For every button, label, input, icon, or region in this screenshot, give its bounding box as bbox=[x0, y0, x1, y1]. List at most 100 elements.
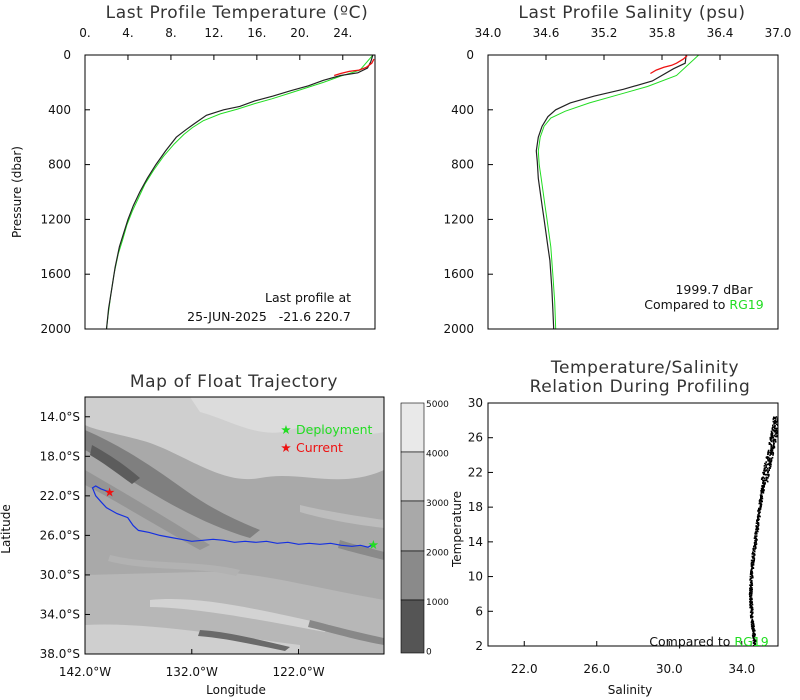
x-tick-label: 34.0 bbox=[475, 26, 502, 40]
x-tick-label: 16. bbox=[247, 26, 266, 40]
ts-point bbox=[749, 584, 751, 586]
ts-point bbox=[752, 624, 755, 626]
ts-scatter-points bbox=[748, 416, 778, 646]
ts-point bbox=[773, 426, 776, 429]
ts-point bbox=[772, 454, 774, 456]
colorbar-tick-label: 0 bbox=[426, 648, 432, 658]
ts-point bbox=[767, 475, 770, 477]
map-y-tick-label: 22.0°S bbox=[40, 489, 80, 503]
ts-point bbox=[765, 469, 768, 472]
ts-point bbox=[754, 640, 757, 643]
y-tick-label: 1600 bbox=[40, 267, 71, 281]
ts-point bbox=[771, 427, 774, 430]
ts-point bbox=[770, 459, 773, 462]
ts-point bbox=[755, 525, 758, 527]
ts-point bbox=[764, 462, 766, 465]
ts-point bbox=[754, 554, 756, 556]
ts-point bbox=[769, 460, 771, 462]
ts-point bbox=[758, 502, 761, 505]
ts-point bbox=[753, 625, 755, 628]
y-tick-label: 1200 bbox=[443, 212, 474, 226]
ts-point bbox=[760, 478, 763, 480]
ts-point bbox=[759, 498, 762, 500]
ts-point bbox=[769, 462, 771, 465]
ts-point bbox=[753, 638, 755, 640]
ts-point bbox=[765, 466, 767, 468]
depth-colorbar-ticks: 5000 4000 3000 2000 1000 0 bbox=[426, 400, 449, 658]
ts-point bbox=[751, 601, 753, 603]
ts-point bbox=[750, 588, 752, 591]
ts-point bbox=[775, 432, 778, 435]
map-y-axis-label: Latitude bbox=[0, 504, 13, 553]
ts-point bbox=[766, 456, 769, 458]
float-trajectory bbox=[91, 485, 374, 548]
ts-point bbox=[751, 602, 753, 604]
colorbar-tick-label: 3000 bbox=[426, 499, 449, 509]
y-tick-label: 2000 bbox=[40, 322, 71, 336]
ts-point bbox=[749, 595, 752, 598]
map-y-tick-label: 18.0°S bbox=[40, 449, 80, 463]
x-tick-label: 37.0 bbox=[765, 26, 792, 40]
ts-point bbox=[765, 474, 767, 476]
ts-point bbox=[750, 621, 753, 623]
ts-point bbox=[775, 416, 778, 418]
temperature-surface-points bbox=[334, 58, 375, 77]
ts-point bbox=[774, 420, 777, 422]
temperature-x-ticks: 0. 4. 8. 12. 16. 20. 24. bbox=[79, 26, 352, 60]
ts-point bbox=[770, 449, 772, 452]
y-tick-label: 2000 bbox=[443, 322, 474, 336]
ts-point bbox=[750, 587, 752, 590]
ts-x-tick-label: 34.0 bbox=[728, 662, 755, 676]
ts-point bbox=[756, 532, 758, 535]
temperature-reference-line bbox=[106, 55, 374, 329]
ts-point bbox=[753, 537, 756, 539]
y-tick-label: 800 bbox=[451, 158, 474, 172]
y-tick-label: 0 bbox=[466, 48, 474, 62]
ts-point bbox=[774, 424, 776, 427]
ts-point bbox=[761, 484, 763, 487]
ts-point bbox=[767, 451, 770, 454]
ts-point bbox=[763, 482, 765, 485]
ts-point bbox=[774, 438, 777, 441]
ts-point bbox=[765, 456, 768, 459]
ts-point bbox=[759, 511, 761, 514]
ts-point bbox=[763, 472, 766, 474]
ts-point bbox=[757, 525, 759, 527]
ts-point bbox=[752, 627, 755, 630]
ts-point bbox=[754, 532, 756, 535]
ts-point bbox=[749, 594, 751, 597]
ts-point bbox=[753, 632, 756, 635]
ts-point bbox=[757, 514, 759, 516]
ts-point bbox=[765, 476, 768, 479]
ts-point bbox=[756, 539, 758, 541]
ts-point bbox=[754, 535, 756, 537]
ts-point bbox=[759, 502, 762, 504]
ts-point bbox=[764, 479, 766, 481]
ts-point bbox=[749, 592, 752, 594]
temperature-panel: Last Profile Temperature (ºC) 0. 4. 8. 12. 1… bbox=[10, 3, 376, 336]
ts-point bbox=[772, 424, 774, 427]
temperature-title: Last Profile Temperature (ºC) bbox=[106, 3, 369, 23]
ts-point bbox=[751, 588, 753, 591]
ts-point bbox=[776, 432, 778, 434]
depth-colorbar: 5000 4000 3000 2000 1000 0 bbox=[400, 400, 449, 658]
ts-point bbox=[754, 531, 757, 534]
ts-point bbox=[762, 485, 765, 487]
ts-point bbox=[772, 451, 774, 454]
map-x-ticks: 142.0°W 132.0°W 122.0°W bbox=[59, 649, 325, 679]
ts-point bbox=[762, 473, 765, 475]
ts-point bbox=[749, 600, 752, 602]
ts-point bbox=[763, 469, 766, 471]
ts-x-axis-label: Salinity bbox=[608, 683, 652, 697]
x-tick-label: 12. bbox=[204, 26, 223, 40]
ts-point bbox=[751, 603, 754, 606]
ts-point bbox=[763, 471, 765, 473]
ts-y-tick-label: 18 bbox=[468, 500, 483, 514]
map-y-tick-label: 14.0°S bbox=[40, 410, 80, 424]
ts-point bbox=[774, 416, 776, 419]
ts-point bbox=[751, 624, 753, 627]
x-tick-label: 34.6 bbox=[533, 26, 560, 40]
ts-y-tick-label: 30 bbox=[468, 396, 483, 410]
ts-point bbox=[770, 430, 773, 433]
map-legend: ★ Deployment ★ Current bbox=[280, 422, 372, 455]
